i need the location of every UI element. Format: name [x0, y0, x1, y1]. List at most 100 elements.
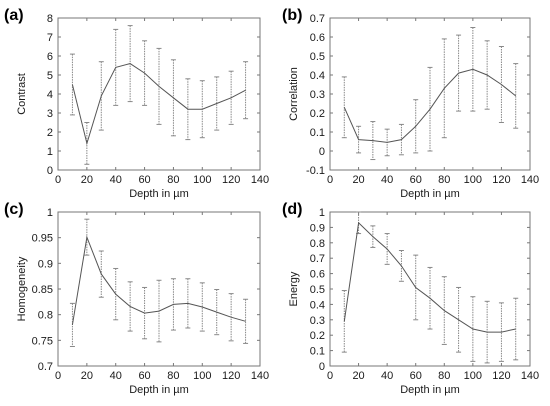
series-line — [71, 63, 246, 146]
y-tick-label: -0.1 — [306, 165, 325, 177]
y-tick-label: 0.75 — [32, 335, 53, 347]
plot-frame — [329, 17, 531, 171]
y-tick-label: 0.6 — [310, 32, 325, 44]
error-bar — [341, 290, 347, 353]
x-tick-label: 140 — [521, 370, 539, 382]
y-tick-label: 2 — [47, 127, 53, 139]
y-tick-label: 4 — [47, 89, 53, 101]
x-tick-label: 60 — [410, 174, 422, 186]
x-tick-label: 80 — [438, 370, 450, 382]
x-axis-label: Depth in µm — [129, 188, 189, 200]
chart-panel-1: (a) 0 20 40 60 80 100 120 140 0 1 2 3 4 5 6 7 8 Depth in µ… — [4, 7, 269, 200]
y-tick-label: 0.7 — [38, 361, 53, 373]
y-tick-label: 0.85 — [32, 284, 53, 296]
y-tick-label: 0.9 — [38, 258, 53, 270]
series-line — [71, 235, 246, 325]
x-tick-label: 120 — [222, 370, 240, 382]
plot-frame — [329, 211, 531, 367]
error-bar — [470, 27, 476, 112]
chart-panel-3: (c) 0 20 40 60 80 100 120 140 0.7 0.75 0.8 0.85 0.9 0.… — [4, 201, 269, 396]
x-tick-label: 20 — [352, 174, 364, 186]
y-tick-label: 0 — [47, 165, 53, 177]
error-bar — [413, 99, 419, 154]
y-tick-label: 0.7 — [310, 253, 325, 265]
y-tick-label: 0.3 — [310, 89, 325, 101]
x-axis-label: Depth in µm — [129, 384, 189, 396]
x-tick-label: 20 — [352, 370, 364, 382]
y-tick-label: 0.9 — [310, 222, 325, 234]
x-tick-label: 100 — [193, 174, 211, 186]
error-bar — [513, 63, 519, 129]
y-tick-label: 0.95 — [32, 233, 53, 245]
y-tick-label: 0.3 — [310, 315, 325, 327]
y-tick-label: 0.1 — [310, 127, 325, 139]
panel-label: (b) — [282, 7, 302, 24]
x-tick-label: 20 — [81, 174, 93, 186]
error-bar — [98, 61, 104, 131]
error-bar — [142, 40, 148, 106]
x-tick-label: 40 — [381, 174, 393, 186]
error-bar — [228, 70, 234, 125]
x-tick-label: 60 — [138, 174, 150, 186]
x-tick-label: 0 — [55, 370, 61, 382]
y-tick-label: 0.4 — [310, 299, 325, 311]
error-bar — [69, 302, 75, 347]
error-bar — [243, 298, 249, 344]
error-bar — [127, 281, 133, 332]
series-line — [343, 221, 516, 333]
error-bar — [498, 302, 504, 362]
error-bar — [513, 297, 519, 361]
x-axis-label: Depth in µm — [400, 188, 460, 200]
error-bar — [413, 254, 419, 321]
y-axis-label: Energy — [288, 271, 300, 306]
y-tick-label: 1 — [47, 207, 53, 219]
y-tick-label: 1 — [47, 146, 53, 158]
y-tick-label: 0.5 — [310, 284, 325, 296]
y-tick-label: 0.4 — [310, 70, 325, 82]
error-bar — [214, 76, 220, 131]
y-tick-label: 6 — [47, 51, 53, 63]
x-tick-label: 80 — [167, 174, 179, 186]
x-tick-label: 140 — [251, 174, 269, 186]
x-tick-label: 100 — [464, 370, 482, 382]
x-tick-label: 0 — [55, 174, 61, 186]
y-tick-label: 0 — [319, 146, 325, 158]
y-tick-label: 8 — [47, 13, 53, 25]
panel-label: (d) — [282, 201, 302, 218]
x-tick-label: 120 — [492, 370, 510, 382]
error-bar — [199, 282, 205, 332]
x-tick-label: 60 — [410, 370, 422, 382]
y-tick-label: 0.5 — [310, 51, 325, 63]
x-tick-label: 80 — [438, 174, 450, 186]
x-tick-label: 40 — [110, 174, 122, 186]
x-tick-label: 120 — [492, 174, 510, 186]
error-bar — [470, 296, 476, 362]
y-tick-label: 7 — [47, 32, 53, 44]
panel-label: (c) — [4, 201, 24, 218]
x-axis-label: Depth in µm — [400, 384, 460, 396]
y-tick-label: 0.8 — [38, 310, 53, 322]
chart-panel-2: (b)0 20 40 60 80 100 120 140-0.100.10.20.30.40.… — [282, 7, 539, 200]
y-tick-label: 0.8 — [310, 238, 325, 250]
error-bar — [484, 40, 490, 110]
error-bar — [341, 76, 347, 139]
x-tick-label: 140 — [251, 370, 269, 382]
y-tick-label: 0 — [319, 361, 325, 373]
y-tick-label: 0.1 — [310, 346, 325, 358]
y-axis-label: Contrast — [16, 73, 28, 115]
y-tick-label: 3 — [47, 108, 53, 120]
series-line — [343, 68, 517, 143]
x-tick-label: 140 — [521, 174, 539, 186]
x-tick-label: 0 — [327, 174, 333, 186]
panel-label: (a) — [4, 7, 24, 24]
error-bar — [427, 66, 433, 152]
y-tick-label: 0.2 — [310, 330, 325, 342]
y-axis-label: Homogeneity — [16, 256, 28, 321]
y-axis-label: Correlation — [288, 67, 300, 121]
x-tick-label: 80 — [167, 370, 179, 382]
error-bar — [441, 38, 447, 139]
x-tick-label: 20 — [81, 370, 93, 382]
y-tick-label: 0.7 — [310, 13, 325, 25]
x-tick-label: 0 — [327, 370, 333, 382]
chart-panel-4: (d)0 20 40 60 80 100 120 14000.10.20.30.40.50.6… — [282, 201, 539, 396]
